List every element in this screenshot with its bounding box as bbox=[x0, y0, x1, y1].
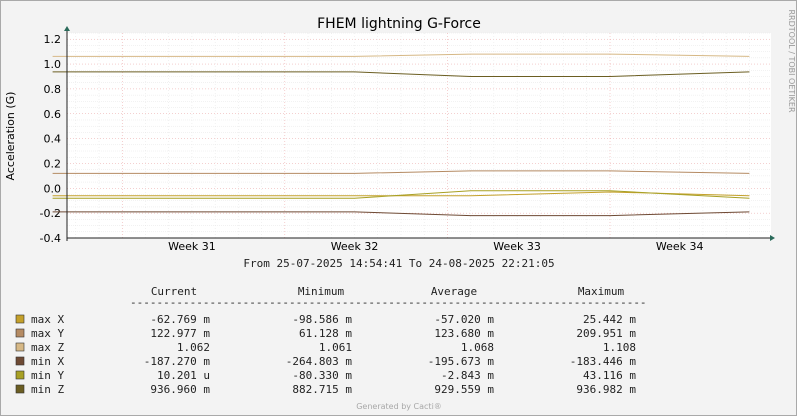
legend-series-name: max Z bbox=[31, 341, 64, 354]
legend-value: 43.116 m bbox=[583, 369, 636, 382]
legend-value: 25.442 m bbox=[583, 313, 636, 326]
x-tick-label: Week 31 bbox=[168, 240, 216, 253]
y-tick-label: 0.8 bbox=[44, 83, 62, 96]
legend-value: 10.201 u bbox=[157, 369, 210, 382]
x-tick-label: Week 32 bbox=[331, 240, 379, 253]
date-range: From 25-07-2025 14:54:41 To 24-08-2025 2… bbox=[243, 257, 554, 270]
legend-value: 929.559 m bbox=[434, 383, 494, 396]
y-tick-label: 0.2 bbox=[44, 157, 62, 170]
plot-area bbox=[67, 33, 771, 238]
y-axis-arrow bbox=[64, 26, 70, 31]
y-tick-label: -0.4 bbox=[40, 232, 61, 245]
x-tick-label: Week 33 bbox=[493, 240, 541, 253]
y-tick-label: 0.0 bbox=[44, 182, 62, 195]
legend-value: -57.020 m bbox=[434, 313, 494, 326]
series-line bbox=[52, 191, 750, 197]
legend-value: -2.843 m bbox=[441, 369, 494, 382]
y-axis-label: Acceleration (G) bbox=[4, 92, 17, 181]
legend-value: 1.068 bbox=[461, 341, 494, 354]
legend-series-name: min X bbox=[31, 355, 64, 368]
legend-value: 882.715 m bbox=[292, 383, 352, 396]
x-tick-label: Week 34 bbox=[656, 240, 704, 253]
legend-series-name: max Y bbox=[31, 327, 64, 340]
legend-value: 122.977 m bbox=[150, 327, 210, 340]
legend-swatch bbox=[15, 342, 25, 352]
chart-title: FHEM lightning G-Force bbox=[317, 16, 481, 32]
legend-swatch bbox=[15, 314, 25, 324]
legend-value: -183.446 m bbox=[570, 355, 637, 368]
legend-header: Average bbox=[431, 285, 477, 298]
legend-value: -80.330 m bbox=[292, 369, 352, 382]
series-line bbox=[52, 71, 750, 77]
legend-header: Minimum bbox=[298, 285, 345, 298]
y-tick-label: -0.2 bbox=[40, 207, 61, 220]
x-axis-arrow bbox=[770, 235, 775, 241]
y-tick-label: 0.6 bbox=[44, 108, 62, 121]
y-tick-label: 0.4 bbox=[44, 133, 62, 146]
series-line bbox=[52, 211, 750, 217]
legend-value: 61.128 m bbox=[299, 327, 352, 340]
legend-value: -264.803 m bbox=[286, 355, 353, 368]
legend-header: Current bbox=[151, 285, 197, 298]
legend-value: -187.270 m bbox=[144, 355, 211, 368]
legend-value: -62.769 m bbox=[150, 313, 210, 326]
legend-value: 1.108 bbox=[603, 341, 636, 354]
legend-value: 1.061 bbox=[319, 341, 352, 354]
side-credit: RRDTOOL / TOBI OETIKER bbox=[787, 9, 796, 112]
series-line bbox=[52, 53, 750, 57]
legend-swatch bbox=[15, 356, 25, 366]
legend-series-name: min Z bbox=[31, 383, 64, 396]
legend-value: 936.960 m bbox=[150, 383, 210, 396]
legend-value: 936.982 m bbox=[576, 383, 636, 396]
legend-divider: ----------------------------------------… bbox=[130, 296, 647, 309]
legend-series-name: max X bbox=[31, 313, 64, 326]
legend-value: -98.586 m bbox=[292, 313, 352, 326]
legend-value: 209.951 m bbox=[576, 327, 636, 340]
legend-value: 123.680 m bbox=[434, 327, 494, 340]
y-tick-label: 1.0 bbox=[44, 58, 62, 71]
legend-series-name: min Y bbox=[31, 369, 64, 382]
series-line bbox=[52, 190, 750, 199]
legend-value: 1.062 bbox=[177, 341, 210, 354]
legend-swatch bbox=[15, 384, 25, 394]
legend-header: Maximum bbox=[578, 285, 625, 298]
footer-credit: Generated by Cacti® bbox=[356, 402, 442, 411]
legend-swatch bbox=[15, 328, 25, 338]
legend-swatch bbox=[15, 370, 25, 380]
y-tick-label: 1.2 bbox=[44, 33, 62, 46]
series-line bbox=[52, 170, 750, 174]
legend-value: -195.673 m bbox=[428, 355, 495, 368]
